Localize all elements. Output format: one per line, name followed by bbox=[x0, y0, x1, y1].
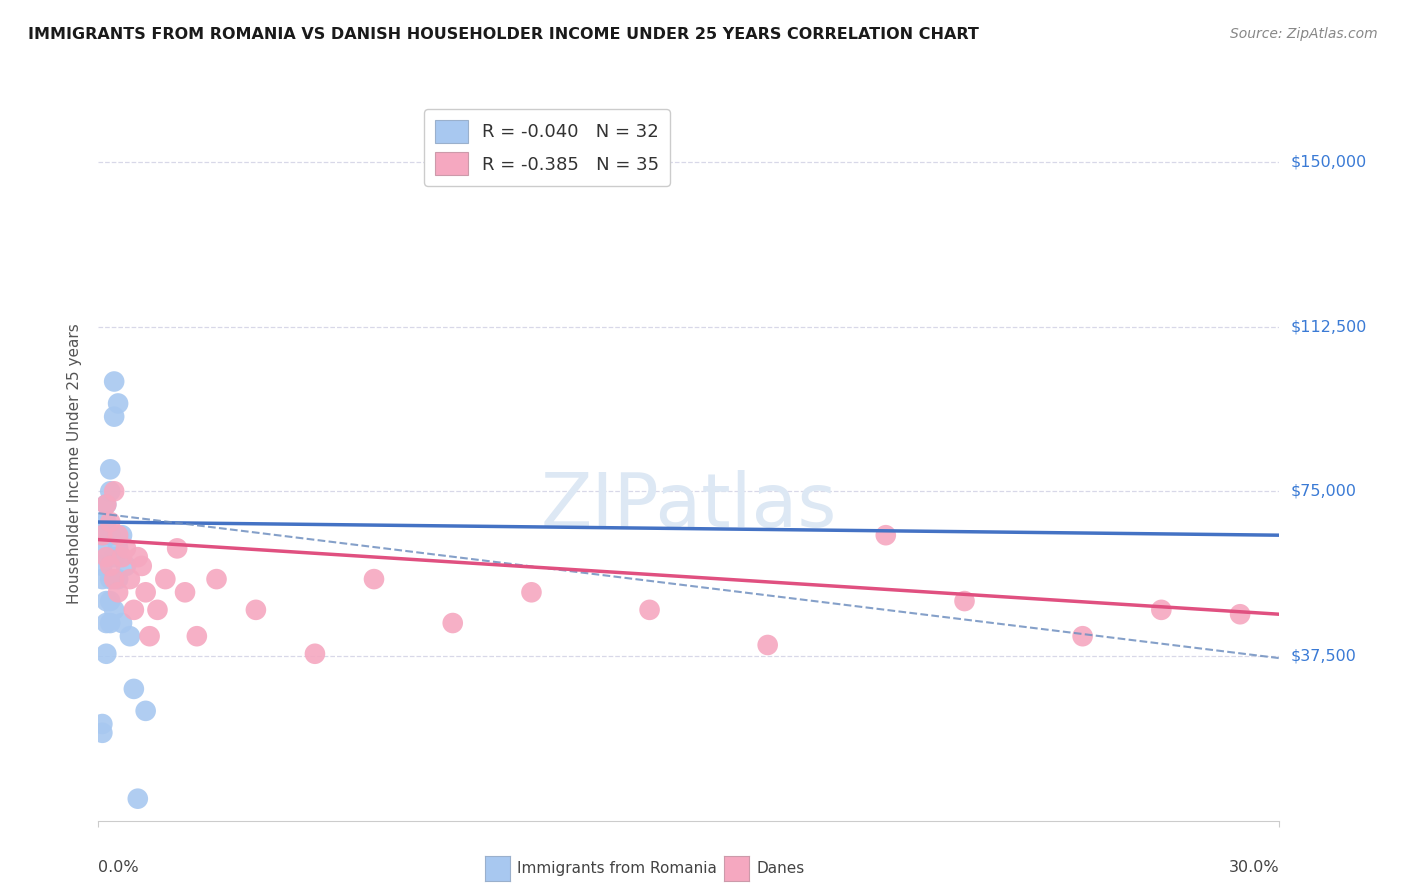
Point bbox=[91, 572, 114, 586]
Point bbox=[103, 409, 125, 424]
Point bbox=[135, 704, 157, 718]
Text: 0.0%: 0.0% bbox=[98, 860, 139, 875]
Point bbox=[91, 528, 114, 542]
Point bbox=[122, 603, 145, 617]
Point bbox=[96, 515, 118, 529]
Text: Danes: Danes bbox=[756, 862, 804, 876]
Point bbox=[245, 603, 267, 617]
Legend: R = -0.040   N = 32, R = -0.385   N = 35: R = -0.040 N = 32, R = -0.385 N = 35 bbox=[425, 109, 671, 186]
Point bbox=[1071, 629, 1094, 643]
Point bbox=[118, 629, 141, 643]
Point bbox=[363, 572, 385, 586]
Point bbox=[91, 528, 114, 542]
Point bbox=[111, 615, 134, 630]
Point bbox=[138, 629, 160, 643]
Text: Source: ZipAtlas.com: Source: ZipAtlas.com bbox=[1230, 27, 1378, 41]
Point bbox=[96, 550, 118, 565]
Point bbox=[107, 572, 129, 586]
Point bbox=[96, 647, 118, 661]
Point bbox=[441, 615, 464, 630]
Point bbox=[115, 558, 138, 573]
Text: $75,000: $75,000 bbox=[1291, 483, 1357, 499]
Point bbox=[875, 528, 897, 542]
Text: Immigrants from Romania: Immigrants from Romania bbox=[517, 862, 717, 876]
Point bbox=[166, 541, 188, 556]
Point bbox=[118, 572, 141, 586]
Point bbox=[122, 681, 145, 696]
Point bbox=[638, 603, 661, 617]
Point bbox=[91, 515, 114, 529]
Point bbox=[96, 594, 118, 608]
Point bbox=[103, 375, 125, 389]
Point bbox=[98, 484, 121, 499]
Text: IMMIGRANTS FROM ROMANIA VS DANISH HOUSEHOLDER INCOME UNDER 25 YEARS CORRELATION : IMMIGRANTS FROM ROMANIA VS DANISH HOUSEH… bbox=[28, 27, 979, 42]
Point bbox=[111, 528, 134, 542]
Point bbox=[111, 550, 134, 565]
Point bbox=[103, 603, 125, 617]
Point bbox=[146, 603, 169, 617]
Point bbox=[96, 498, 118, 512]
Point bbox=[155, 572, 177, 586]
Point bbox=[756, 638, 779, 652]
Point bbox=[91, 558, 114, 573]
Point bbox=[96, 615, 118, 630]
Text: ZIPatlas: ZIPatlas bbox=[541, 470, 837, 543]
Point bbox=[520, 585, 543, 599]
Point bbox=[98, 515, 121, 529]
Point bbox=[96, 498, 118, 512]
Y-axis label: Householder Income Under 25 years: Householder Income Under 25 years bbox=[67, 324, 83, 604]
Point bbox=[205, 572, 228, 586]
Point bbox=[107, 541, 129, 556]
Point bbox=[98, 528, 121, 542]
Point bbox=[107, 396, 129, 410]
Point bbox=[1150, 603, 1173, 617]
Point bbox=[103, 572, 125, 586]
Point bbox=[304, 647, 326, 661]
Point bbox=[186, 629, 208, 643]
Point bbox=[107, 528, 129, 542]
Text: $37,500: $37,500 bbox=[1291, 648, 1357, 664]
Point bbox=[98, 615, 121, 630]
Point bbox=[98, 558, 121, 573]
Point bbox=[91, 717, 114, 731]
Point bbox=[107, 585, 129, 599]
Point bbox=[91, 541, 114, 556]
Point bbox=[98, 594, 121, 608]
Point bbox=[135, 585, 157, 599]
Point bbox=[103, 550, 125, 565]
Point bbox=[98, 572, 121, 586]
Point bbox=[103, 484, 125, 499]
Point bbox=[953, 594, 976, 608]
Text: 30.0%: 30.0% bbox=[1229, 860, 1279, 875]
Point bbox=[1229, 607, 1251, 622]
Point bbox=[115, 541, 138, 556]
Text: $112,500: $112,500 bbox=[1291, 319, 1367, 334]
Point bbox=[127, 550, 149, 565]
Point bbox=[127, 791, 149, 805]
Point bbox=[131, 558, 153, 573]
Point bbox=[91, 726, 114, 740]
Text: $150,000: $150,000 bbox=[1291, 154, 1367, 169]
Point bbox=[98, 462, 121, 476]
Point bbox=[174, 585, 197, 599]
